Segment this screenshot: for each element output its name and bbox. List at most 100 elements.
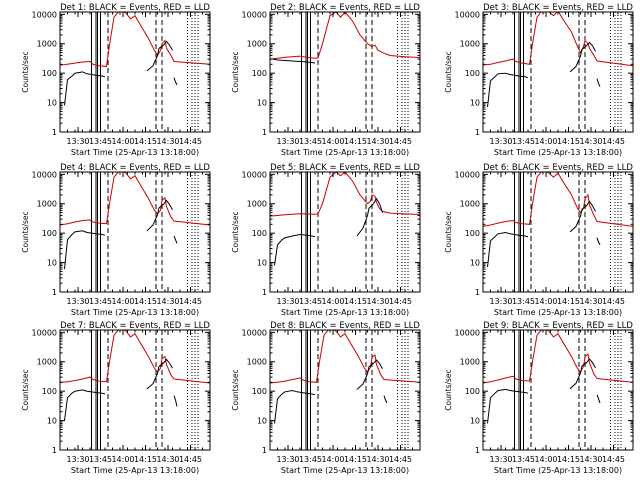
y-tick-label: 10 xyxy=(47,259,57,268)
panel-data xyxy=(270,330,420,450)
x-tick-label: 14:15 xyxy=(134,455,157,464)
y-tick-label: 10000 xyxy=(455,10,480,19)
panel-det-6: 1 10 100 1000 10000 13:30 13:45 14:00 14:15 14:30… xyxy=(444,163,634,317)
y-tick-label: 10 xyxy=(257,99,267,108)
x-tick-label: 14:45 xyxy=(389,137,412,146)
x-tick-label: 14:45 xyxy=(602,137,625,146)
panel-det-1: 1 10 100 1000 10000 13:30 13:45 14:00 14:15 14:30… xyxy=(21,3,211,157)
y-tick-label: 1000 xyxy=(247,200,267,209)
panel-title: Det 2: BLACK = Events, RED = LLD xyxy=(270,3,420,13)
y-tick-label: 1000 xyxy=(37,40,57,49)
lld-series-line xyxy=(60,12,210,67)
panel-title: Det 5: BLACK = Events, RED = LLD xyxy=(270,163,420,173)
x-axis-label: Start Time (25-Apr-13 13:18:00) xyxy=(281,466,409,475)
y-tick-label: 100 xyxy=(42,387,57,396)
lld-series-line xyxy=(60,330,210,384)
x-tick-label: 14:30 xyxy=(156,455,179,464)
panel-data xyxy=(60,172,210,292)
events-series-line xyxy=(274,197,383,266)
y-tick-label: 10000 xyxy=(242,328,267,337)
x-tick-label: 13:45 xyxy=(299,297,322,306)
y-tick-label: 10 xyxy=(47,417,57,426)
x-tick-label: 13:45 xyxy=(512,455,535,464)
x-tick-label: 14:15 xyxy=(557,297,580,306)
panel-det-4: 1 10 100 1000 10000 13:30 13:45 14:00 14:15 14:30… xyxy=(21,163,211,317)
y-axis-label: Counts/sec xyxy=(231,369,240,410)
x-tick-label: 14:30 xyxy=(156,137,179,146)
x-axis-label: Start Time (25-Apr-13 13:18:00) xyxy=(281,148,409,157)
x-tick-label: 14:00 xyxy=(321,137,344,146)
y-axis-label: Counts/sec xyxy=(231,211,240,252)
lld-series-line xyxy=(270,172,420,217)
y-tick-label: 1 xyxy=(52,446,57,455)
x-tick-label: 14:15 xyxy=(557,137,580,146)
y-tick-label: 10 xyxy=(257,417,267,426)
x-tick-label: 14:45 xyxy=(179,455,202,464)
y-tick-label: 100 xyxy=(252,229,267,238)
y-tick-label: 10000 xyxy=(32,170,57,179)
panel-det-2: 1 10 100 1000 10000 13:30 13:45 14:00 14:15 14:30… xyxy=(231,3,421,157)
panel-data xyxy=(60,330,210,450)
events-series-line xyxy=(487,358,601,424)
y-tick-label: 1 xyxy=(475,446,480,455)
y-tick-label: 10000 xyxy=(455,170,480,179)
panel-det-5: 1 10 100 1000 10000 13:30 13:45 14:00 14:15 14:30… xyxy=(231,163,421,317)
x-axis-label: Start Time (25-Apr-13 13:18:00) xyxy=(71,308,199,317)
x-tick-label: 14:00 xyxy=(321,455,344,464)
x-tick-label: 14:30 xyxy=(579,455,602,464)
y-axis-label: Counts/sec xyxy=(21,211,30,252)
y-axis-label: Counts/sec xyxy=(231,51,240,92)
x-tick-label: 14:30 xyxy=(366,455,389,464)
y-tick-label: 1000 xyxy=(247,40,267,49)
y-tick-label: 100 xyxy=(465,69,480,78)
y-tick-label: 1 xyxy=(52,128,57,137)
y-tick-label: 10000 xyxy=(32,10,57,19)
lld-series-line xyxy=(270,330,420,384)
y-axis-label: Counts/sec xyxy=(444,51,453,92)
y-tick-label: 10 xyxy=(470,259,480,268)
x-tick-label: 14:30 xyxy=(366,137,389,146)
x-tick-label: 13:30 xyxy=(489,455,512,464)
x-tick-label: 13:30 xyxy=(66,137,89,146)
lld-series-line xyxy=(270,12,420,60)
x-tick-label: 13:30 xyxy=(489,297,512,306)
x-tick-label: 14:15 xyxy=(134,297,157,306)
y-axis-label: Counts/sec xyxy=(444,369,453,410)
x-tick-label: 13:45 xyxy=(299,137,322,146)
panel-data xyxy=(270,172,420,292)
x-tick-label: 14:45 xyxy=(602,455,625,464)
y-tick-label: 1 xyxy=(475,288,480,297)
panel-det-7: 1 10 100 1000 10000 13:30 13:45 14:00 14:15 14:30… xyxy=(21,321,211,475)
panel-title: Det 6: BLACK = Events, RED = LLD xyxy=(483,163,633,173)
y-tick-label: 100 xyxy=(252,69,267,78)
x-tick-label: 14:00 xyxy=(534,455,557,464)
y-tick-label: 100 xyxy=(42,229,57,238)
events-series-line xyxy=(64,358,178,421)
x-tick-label: 14:00 xyxy=(111,455,134,464)
x-tick-label: 13:45 xyxy=(512,137,535,146)
x-tick-label: 14:00 xyxy=(111,137,134,146)
y-tick-label: 1 xyxy=(475,128,480,137)
panel-data xyxy=(483,330,633,450)
y-tick-label: 1 xyxy=(262,128,267,137)
x-axis-label: Start Time (25-Apr-13 13:18:00) xyxy=(281,308,409,317)
events-series-line xyxy=(487,41,601,108)
x-tick-label: 13:30 xyxy=(276,297,299,306)
x-tick-label: 14:15 xyxy=(344,297,367,306)
x-axis-label: Start Time (25-Apr-13 13:18:00) xyxy=(71,148,199,157)
events-series-line xyxy=(274,359,388,424)
panel-title: Det 9: BLACK = Events, RED = LLD xyxy=(483,321,633,331)
y-tick-label: 10000 xyxy=(32,328,57,337)
y-tick-label: 1 xyxy=(262,288,267,297)
x-tick-label: 14:30 xyxy=(156,297,179,306)
y-tick-label: 1000 xyxy=(460,200,480,209)
panel-title: Det 4: BLACK = Events, RED = LLD xyxy=(60,163,210,173)
y-tick-label: 10000 xyxy=(242,170,267,179)
y-tick-label: 10 xyxy=(470,417,480,426)
x-tick-label: 14:30 xyxy=(579,137,602,146)
y-tick-label: 10000 xyxy=(455,328,480,337)
x-tick-label: 14:15 xyxy=(134,137,157,146)
y-tick-label: 10 xyxy=(470,99,480,108)
y-tick-label: 10 xyxy=(257,259,267,268)
